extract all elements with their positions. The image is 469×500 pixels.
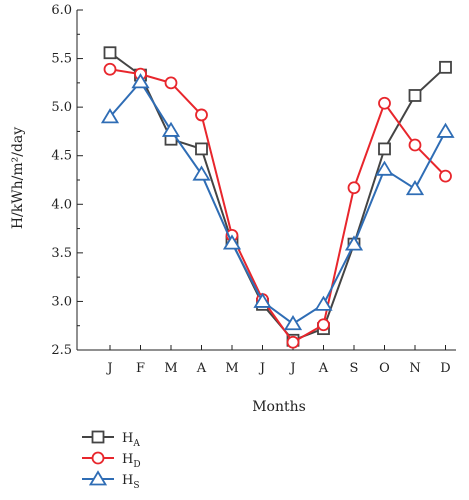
y-tick-label: 2.5 (51, 343, 72, 358)
data-point-HS (222, 234, 242, 250)
data-point-HS (192, 165, 211, 181)
legend-marker (88, 470, 108, 486)
data-point-HD (347, 181, 361, 195)
data-point-HD (164, 76, 178, 90)
legend-label: HS (122, 473, 140, 491)
x-tick-label: A (318, 361, 329, 376)
series-line-HA (109, 51, 447, 342)
data-point-HD (439, 169, 452, 183)
legend-item-HD: HD (82, 451, 141, 470)
legend: HA HD HS (82, 430, 141, 491)
x-tick-label: J (288, 361, 295, 376)
x-tick-label: F (136, 361, 145, 376)
data-point-HS (405, 179, 425, 196)
series-HS (100, 73, 455, 331)
data-point-HS (314, 295, 333, 311)
data-point-HA (195, 142, 208, 156)
data-point-HD (317, 318, 330, 332)
data-point-HS (375, 160, 394, 176)
data-point-HA (408, 89, 422, 102)
x-tick-label: J (105, 361, 112, 376)
x-tick-label: N (409, 361, 420, 376)
data-point-HA (378, 142, 391, 156)
series-layer (100, 46, 455, 349)
data-point-HS (344, 235, 364, 251)
x-axis-title: Months (252, 399, 306, 415)
data-point-HS (100, 108, 120, 124)
x-tick-label: O (379, 361, 390, 376)
legend-marker (91, 451, 105, 465)
y-tick-label: 3.0 (51, 294, 72, 309)
data-point-HS (436, 122, 455, 138)
y-tick-label: 5.5 (51, 52, 72, 67)
x-tick-label: J (258, 361, 265, 376)
data-point-HD (378, 96, 391, 110)
y-tick-label: 4.5 (51, 149, 72, 164)
x-tick-label: S (350, 361, 359, 376)
data-point-HS (161, 121, 181, 137)
y-tick-label: 4.0 (51, 197, 72, 212)
data-point-HD (408, 138, 422, 152)
data-point-HS (253, 292, 272, 308)
series-HA (103, 46, 452, 347)
legend-marker (91, 430, 105, 444)
legend-label: HD (122, 452, 141, 470)
data-point-HD (286, 335, 300, 349)
data-point-HA (103, 46, 117, 60)
data-point-HD (195, 108, 208, 122)
data-point-HS (283, 315, 303, 331)
legend-item-HA: HA (82, 430, 140, 449)
legend-label: HA (122, 431, 140, 449)
x-tick-label: D (440, 361, 450, 376)
series-line-HD (109, 68, 447, 344)
y-tick-label: 3.5 (51, 246, 72, 261)
y-tick-label: 5.0 (51, 100, 72, 115)
data-point-HA (439, 60, 452, 74)
data-point-HD (103, 62, 117, 76)
y-axis-title: H/kWh/m²/day (10, 127, 26, 229)
data-point-HS (131, 73, 150, 89)
x-tick-label: M (164, 361, 177, 376)
x-tick-label: A (196, 361, 207, 376)
x-tick-label: M (225, 361, 238, 376)
chart-axes: 2.5 3.0 3.5 4.0 4.5 5.0 5.5 6.0 J F M A M J J A S O N D (51, 3, 456, 376)
legend-item-HS: HS (82, 470, 140, 491)
y-tick-label: 6.0 (51, 3, 72, 18)
